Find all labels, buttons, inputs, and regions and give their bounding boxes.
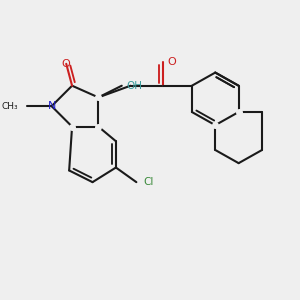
Text: O: O	[62, 59, 70, 69]
Text: O: O	[167, 57, 176, 67]
Text: Cl: Cl	[144, 177, 154, 187]
Text: N: N	[47, 101, 56, 111]
Text: OH: OH	[126, 81, 142, 91]
Text: CH₃: CH₃	[2, 102, 18, 111]
